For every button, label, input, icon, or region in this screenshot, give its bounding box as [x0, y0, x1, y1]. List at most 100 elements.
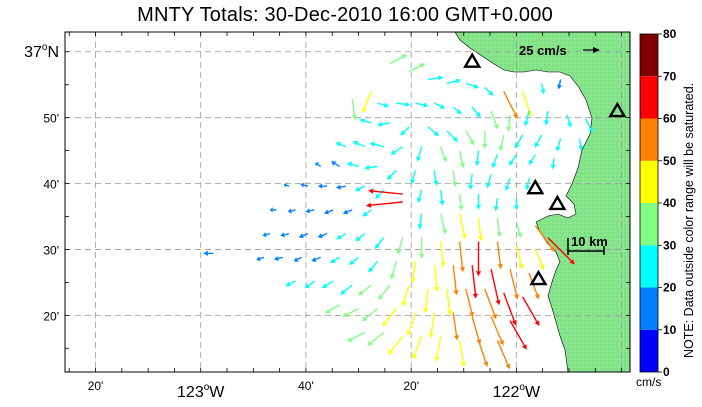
current-vector	[550, 158, 556, 170]
plot-area	[65, 32, 630, 372]
current-vector	[330, 256, 340, 264]
current-vector	[378, 284, 391, 300]
lon-tick-label: 20'	[403, 379, 419, 393]
colorbar-tick-label: 70	[663, 69, 677, 83]
frame-ticks	[65, 32, 630, 372]
colorbar: 0 10 20 30 40 50 60 70 80	[639, 27, 677, 379]
colorbar-tick-label: 0	[663, 365, 670, 379]
current-vector	[556, 79, 563, 90]
current-vector	[382, 308, 397, 327]
current-vector	[468, 174, 474, 190]
current-vector	[504, 178, 511, 192]
current-vector	[452, 170, 458, 188]
current-vector	[336, 233, 347, 240]
current-vector	[525, 178, 531, 191]
current-vector	[482, 130, 488, 149]
current-vector	[351, 99, 358, 121]
current-vector	[490, 110, 499, 130]
current-vector	[406, 312, 417, 337]
current-vector	[496, 217, 502, 238]
current-vector	[280, 232, 290, 238]
page-title: MNTY Totals: 30-Dec-2010 16:00 GMT+0.000	[137, 4, 553, 26]
current-vector	[416, 146, 423, 162]
current-vector	[390, 261, 398, 280]
current-vector	[422, 288, 429, 314]
radar-stations	[463, 52, 627, 286]
current-vector	[534, 249, 545, 271]
colorbar-tick-label: 40	[663, 196, 677, 210]
colorbar-tick-label: 50	[663, 154, 677, 168]
current-vector	[269, 207, 277, 213]
lon-tick-label: 123oW	[177, 382, 225, 401]
current-vector	[433, 102, 446, 109]
current-vector	[374, 237, 385, 249]
current-vector	[330, 161, 340, 168]
current-vector	[513, 198, 519, 211]
current-vector	[388, 335, 404, 355]
current-vector	[515, 245, 524, 270]
current-vector	[293, 256, 303, 262]
current-vector	[547, 237, 575, 265]
lon-tick-label: 40'	[298, 379, 314, 393]
current-vector	[475, 241, 482, 277]
lat-tick-label: 50'	[43, 112, 59, 126]
current-vector	[400, 126, 410, 136]
current-vector	[411, 336, 423, 360]
colorbar-segment	[640, 287, 658, 330]
current-vector	[458, 150, 465, 169]
current-vector	[342, 308, 359, 317]
current-vector	[433, 265, 440, 292]
current-vector	[354, 185, 366, 192]
current-vector	[361, 308, 378, 322]
current-vector	[534, 225, 555, 252]
colorbar-segment	[640, 118, 658, 161]
current-vector	[578, 138, 584, 151]
current-vector	[335, 184, 347, 190]
axis-labels: 37oN 50' 40' 30' 20' 20' 123oW 40' 20' 122oW	[24, 42, 541, 401]
current-vector	[369, 141, 384, 148]
current-vector	[491, 154, 499, 169]
current-vector	[401, 284, 410, 307]
colorbar-segment	[640, 76, 658, 119]
current-vector	[300, 182, 309, 188]
current-vector	[471, 265, 478, 299]
colorbar-tick-label: 80	[663, 27, 677, 41]
current-vector	[465, 288, 475, 318]
colorbar-tick-label: 20	[663, 281, 677, 295]
current-vector	[361, 91, 372, 114]
current-vectors	[203, 54, 593, 370]
current-vector	[544, 110, 550, 126]
current-vector	[585, 118, 593, 134]
colorbar-note: NOTE: Data outside color range will be s…	[682, 83, 696, 358]
current-vector	[484, 288, 497, 320]
current-vector	[439, 146, 448, 163]
current-vector	[396, 101, 411, 107]
colorbar-segment	[640, 329, 658, 372]
current-vector	[458, 194, 464, 211]
current-vector	[355, 233, 366, 242]
colorbar-unit: cm/s	[636, 375, 661, 389]
current-vector	[396, 237, 404, 255]
current-vector	[427, 126, 440, 137]
current-vector	[428, 312, 435, 339]
current-vector	[458, 241, 465, 273]
current-vector	[452, 312, 460, 341]
current-vector	[359, 118, 372, 124]
current-vector	[509, 269, 519, 300]
current-vector	[346, 331, 366, 342]
current-vector	[342, 209, 353, 215]
current-vector	[515, 221, 523, 238]
scale-bar-label: 10 km	[571, 234, 608, 249]
station-marker-icon	[608, 101, 627, 118]
current-vector	[375, 189, 385, 199]
current-vector	[410, 261, 417, 284]
current-vector	[323, 209, 334, 215]
current-vector	[416, 189, 423, 204]
current-vector	[496, 241, 503, 270]
current-vector	[318, 183, 327, 189]
current-vector	[446, 78, 462, 85]
current-vector	[287, 208, 296, 214]
current-vector	[452, 265, 459, 296]
current-vector	[490, 269, 501, 306]
current-vector	[446, 288, 453, 316]
